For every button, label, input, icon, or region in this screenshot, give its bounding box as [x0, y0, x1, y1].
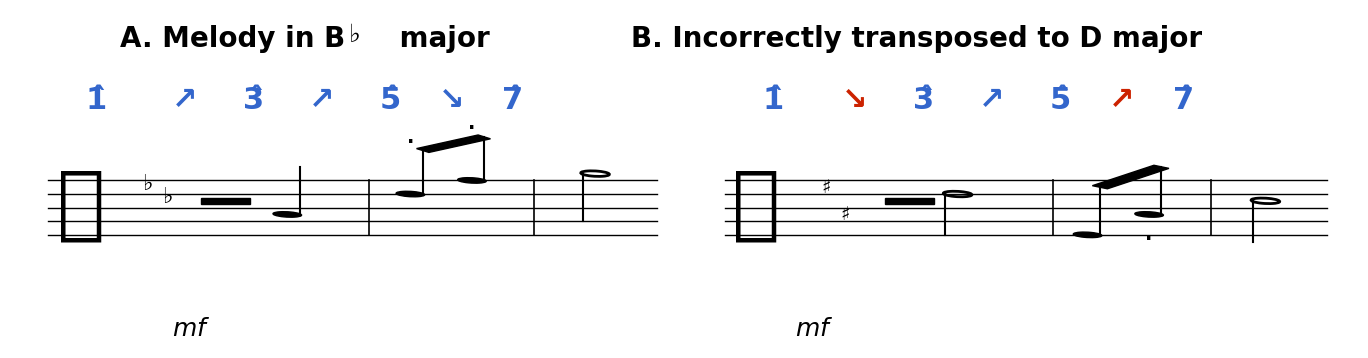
Text: ↗: ↗	[172, 86, 197, 115]
Polygon shape	[416, 135, 491, 153]
Text: ♭: ♭	[142, 174, 153, 194]
Text: ♯: ♯	[841, 205, 850, 224]
Ellipse shape	[1135, 212, 1163, 217]
Text: .: .	[1145, 224, 1153, 244]
Text: .: .	[468, 114, 476, 134]
Ellipse shape	[397, 191, 424, 197]
Text: 𝄞: 𝄞	[732, 167, 780, 245]
Text: ♭: ♭	[161, 187, 172, 207]
Text: ↘: ↘	[843, 86, 867, 115]
Text: ♭: ♭	[349, 23, 361, 47]
Bar	[885, 198, 934, 204]
Ellipse shape	[1074, 232, 1101, 238]
Text: 5̂: 5̂	[1049, 86, 1071, 115]
Ellipse shape	[274, 212, 301, 217]
Polygon shape	[1093, 165, 1168, 189]
Text: major: major	[390, 25, 490, 53]
Text: 7̂: 7̂	[502, 86, 524, 115]
Text: ↗: ↗	[309, 86, 334, 115]
Text: B. Incorrectly transposed to D major: B. Incorrectly transposed to D major	[631, 25, 1202, 53]
Text: ♯: ♯	[822, 178, 830, 197]
Text: ↘: ↘	[439, 86, 464, 115]
Text: 𝄞: 𝄞	[57, 167, 105, 245]
Ellipse shape	[458, 178, 486, 183]
Text: A. Melody in B: A. Melody in B	[120, 25, 345, 53]
Text: .: .	[406, 128, 415, 147]
Text: ↗: ↗	[1109, 86, 1134, 115]
Text: 7̂: 7̂	[1172, 86, 1194, 115]
Text: $\it{mf}$: $\it{mf}$	[795, 317, 833, 342]
Bar	[201, 198, 250, 204]
Text: 1̂: 1̂	[85, 86, 107, 115]
Text: 1̂: 1̂	[762, 86, 784, 115]
Text: 3̂: 3̂	[912, 86, 934, 115]
Text: 3̂: 3̂	[242, 86, 264, 115]
Text: ↗: ↗	[979, 86, 1004, 115]
Text: 5̂: 5̂	[379, 86, 401, 115]
Text: $\it{mf}$: $\it{mf}$	[172, 317, 211, 342]
